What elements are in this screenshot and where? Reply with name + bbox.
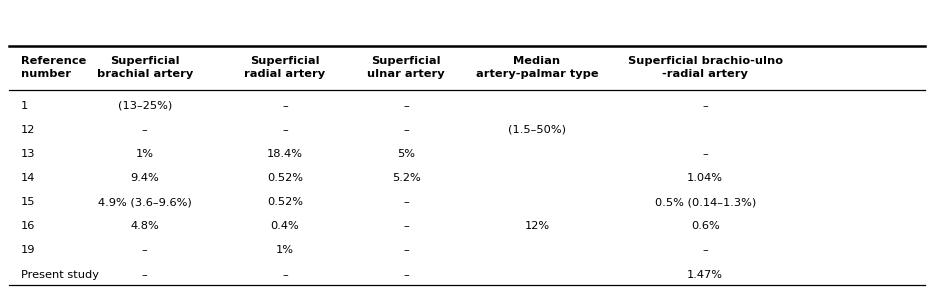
Text: –: – [142,245,148,255]
Text: Superficial
radial artery: Superficial radial artery [245,56,325,79]
Text: –: – [403,270,409,280]
Text: 12%: 12% [525,221,549,231]
Text: 1.04%: 1.04% [687,173,723,183]
Text: –: – [403,101,409,111]
Text: Superficial
ulnar artery: Superficial ulnar artery [367,56,446,79]
Text: 16: 16 [21,221,35,231]
Text: 1: 1 [21,101,28,111]
Text: 0.6%: 0.6% [691,221,719,231]
Text: 5%: 5% [397,149,416,159]
Text: Present study: Present study [21,270,99,280]
Text: 12: 12 [21,125,35,135]
Text: Superficial brachio-ulno
-radial artery: Superficial brachio-ulno -radial artery [628,56,783,79]
Text: 1.47%: 1.47% [687,270,723,280]
Text: 14: 14 [21,173,35,183]
Text: –: – [403,221,409,231]
Text: –: – [282,125,288,135]
Text: (1.5–50%): (1.5–50%) [508,125,566,135]
Text: 4.9% (3.6–9.6%): 4.9% (3.6–9.6%) [98,197,191,207]
Text: –: – [702,101,708,111]
Text: 5.2%: 5.2% [392,173,420,183]
Text: –: – [142,125,148,135]
Text: –: – [702,245,708,255]
Text: 1%: 1% [135,149,154,159]
Text: Superficial
brachial artery: Superficial brachial artery [96,56,193,79]
Text: –: – [403,197,409,207]
Text: 4.8%: 4.8% [131,221,159,231]
Text: –: – [282,101,288,111]
Text: Reference
number: Reference number [21,56,86,79]
Text: 0.4%: 0.4% [271,221,299,231]
Text: Median
artery-palmar type: Median artery-palmar type [475,56,599,79]
Text: –: – [142,270,148,280]
Text: (13–25%): (13–25%) [118,101,172,111]
Text: 0.5% (0.14–1.3%): 0.5% (0.14–1.3%) [655,197,756,207]
Text: 0.52%: 0.52% [267,173,303,183]
Text: 19: 19 [21,245,35,255]
Text: 9.4%: 9.4% [131,173,159,183]
Text: 1%: 1% [276,245,294,255]
Text: –: – [282,270,288,280]
Text: 15: 15 [21,197,35,207]
Text: –: – [702,149,708,159]
Text: 0.52%: 0.52% [267,197,303,207]
Text: 13: 13 [21,149,35,159]
Text: –: – [403,245,409,255]
Text: 18.4%: 18.4% [267,149,303,159]
Text: –: – [403,125,409,135]
